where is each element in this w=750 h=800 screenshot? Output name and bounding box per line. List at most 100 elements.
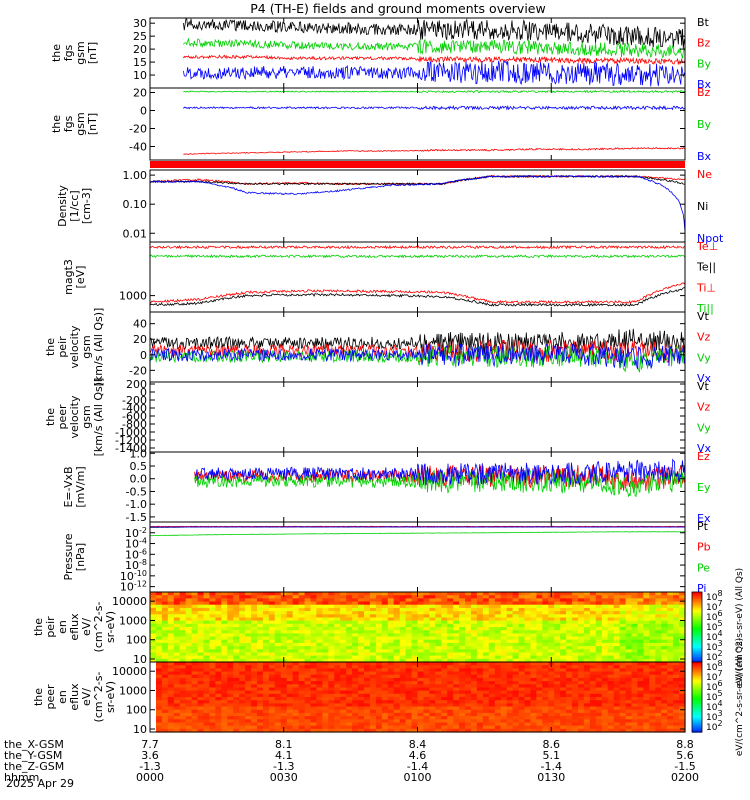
heatmap-cell xyxy=(221,633,228,638)
heatmap-cell xyxy=(548,623,555,628)
heatmap-cell xyxy=(375,642,383,647)
heatmap-cell xyxy=(542,684,549,689)
heatmap-cell xyxy=(607,671,615,676)
heatmap-cell xyxy=(601,722,609,727)
heatmap-cell xyxy=(411,652,419,657)
heatmap-cell xyxy=(209,703,216,708)
x-axis-value: 5.6 xyxy=(676,749,694,762)
colorbar-segment xyxy=(692,714,702,717)
colorbar-segment xyxy=(692,627,702,630)
heatmap-cell xyxy=(274,674,282,679)
y-tick-label: 0 xyxy=(140,105,147,118)
heatmap-cell xyxy=(465,649,472,654)
heatmap-cell xyxy=(459,620,466,625)
heatmap-cell xyxy=(215,633,222,638)
heatmap-cell xyxy=(340,627,347,631)
heatmap-cell xyxy=(643,633,650,638)
heatmap-cell xyxy=(185,728,193,733)
heatmap-cell xyxy=(453,646,460,650)
y-tick-label: 1000 xyxy=(119,684,147,697)
heatmap-cell xyxy=(251,728,258,733)
heatmap-cell xyxy=(399,719,407,724)
heatmap-cell xyxy=(369,592,377,596)
heatmap-cell xyxy=(583,722,591,727)
heatmap-cell xyxy=(167,595,175,599)
colorbar-segment xyxy=(692,691,702,695)
heatmap-cell xyxy=(185,598,193,603)
heatmap-cell xyxy=(387,620,395,625)
heatmap-cell xyxy=(268,652,276,657)
heatmap-cell xyxy=(500,725,508,730)
heatmap-cell xyxy=(310,681,317,685)
heatmap-cell xyxy=(221,601,228,606)
heatmap-cell xyxy=(364,601,371,606)
heatmap-cell xyxy=(589,658,597,663)
heatmap-cell xyxy=(399,636,407,641)
heatmap-cell xyxy=(328,684,335,689)
heatmap-cell xyxy=(411,677,419,682)
heatmap-cell xyxy=(286,684,294,689)
colorbar-segment xyxy=(692,667,702,670)
heatmap-cell xyxy=(381,665,389,669)
heatmap-cell xyxy=(673,684,680,689)
heatmap-cell xyxy=(411,607,419,612)
heatmap-cell xyxy=(203,677,210,682)
heatmap-cell xyxy=(607,595,615,599)
heatmap-cell xyxy=(506,614,514,619)
heatmap-cell xyxy=(554,687,561,692)
heatmap-cell xyxy=(334,595,341,599)
legend-Ne: Ne xyxy=(697,168,712,181)
heatmap-cell xyxy=(453,662,460,666)
heatmap-cell xyxy=(251,665,258,669)
heatmap-cell xyxy=(679,617,686,622)
heatmap-cell xyxy=(286,700,294,704)
heatmap-cell xyxy=(369,617,377,622)
heatmap-cell xyxy=(209,668,216,673)
heatmap-cell xyxy=(655,687,662,692)
heatmap-cell xyxy=(185,652,193,657)
heatmap-cell xyxy=(637,627,644,631)
heatmap-cell xyxy=(352,700,359,704)
heatmap-cell xyxy=(316,665,323,669)
heatmap-cell xyxy=(673,681,680,685)
heatmap-cell xyxy=(417,633,424,638)
heatmap-cell xyxy=(286,642,294,647)
heatmap-cell xyxy=(298,709,306,714)
heatmap-cell xyxy=(488,681,496,685)
y-tick-label: 100 xyxy=(126,704,147,717)
heatmap-cell xyxy=(643,655,650,660)
heatmap-cell xyxy=(524,655,531,660)
heatmap-cell xyxy=(524,700,531,704)
heatmap-cell xyxy=(548,668,555,673)
heatmap-cell xyxy=(667,662,674,666)
heatmap-cell xyxy=(447,642,454,647)
heatmap-cell xyxy=(185,633,193,638)
heatmap-cell xyxy=(435,668,442,673)
heatmap-cell xyxy=(340,690,347,695)
heatmap-cell xyxy=(280,677,288,682)
heatmap-cell xyxy=(465,623,472,628)
heatmap-cell xyxy=(655,662,662,666)
heatmap-cell xyxy=(595,712,603,717)
heatmap-cell xyxy=(399,617,407,622)
heatmap-cell xyxy=(679,722,686,727)
x-axis-value: 4.1 xyxy=(275,749,293,762)
heatmap-cell xyxy=(155,690,163,695)
heatmap-cell xyxy=(316,623,323,628)
heatmap-cell xyxy=(173,690,181,695)
heatmap-cell xyxy=(257,646,264,650)
heatmap-cell xyxy=(625,668,633,673)
heatmap-cell xyxy=(262,725,270,730)
heatmap-cell xyxy=(150,611,157,615)
heatmap-cell xyxy=(595,725,603,730)
heatmap-cell xyxy=(381,620,389,625)
heatmap-cell xyxy=(655,658,662,663)
heatmap-cell xyxy=(453,693,460,698)
heatmap-cell xyxy=(453,681,460,685)
heatmap-cell xyxy=(257,627,264,631)
heatmap-cell xyxy=(488,636,496,641)
heatmap-cell xyxy=(524,646,531,650)
heatmap-cell xyxy=(411,601,419,606)
series-line-Ey xyxy=(194,468,686,498)
heatmap-cell xyxy=(655,674,662,679)
